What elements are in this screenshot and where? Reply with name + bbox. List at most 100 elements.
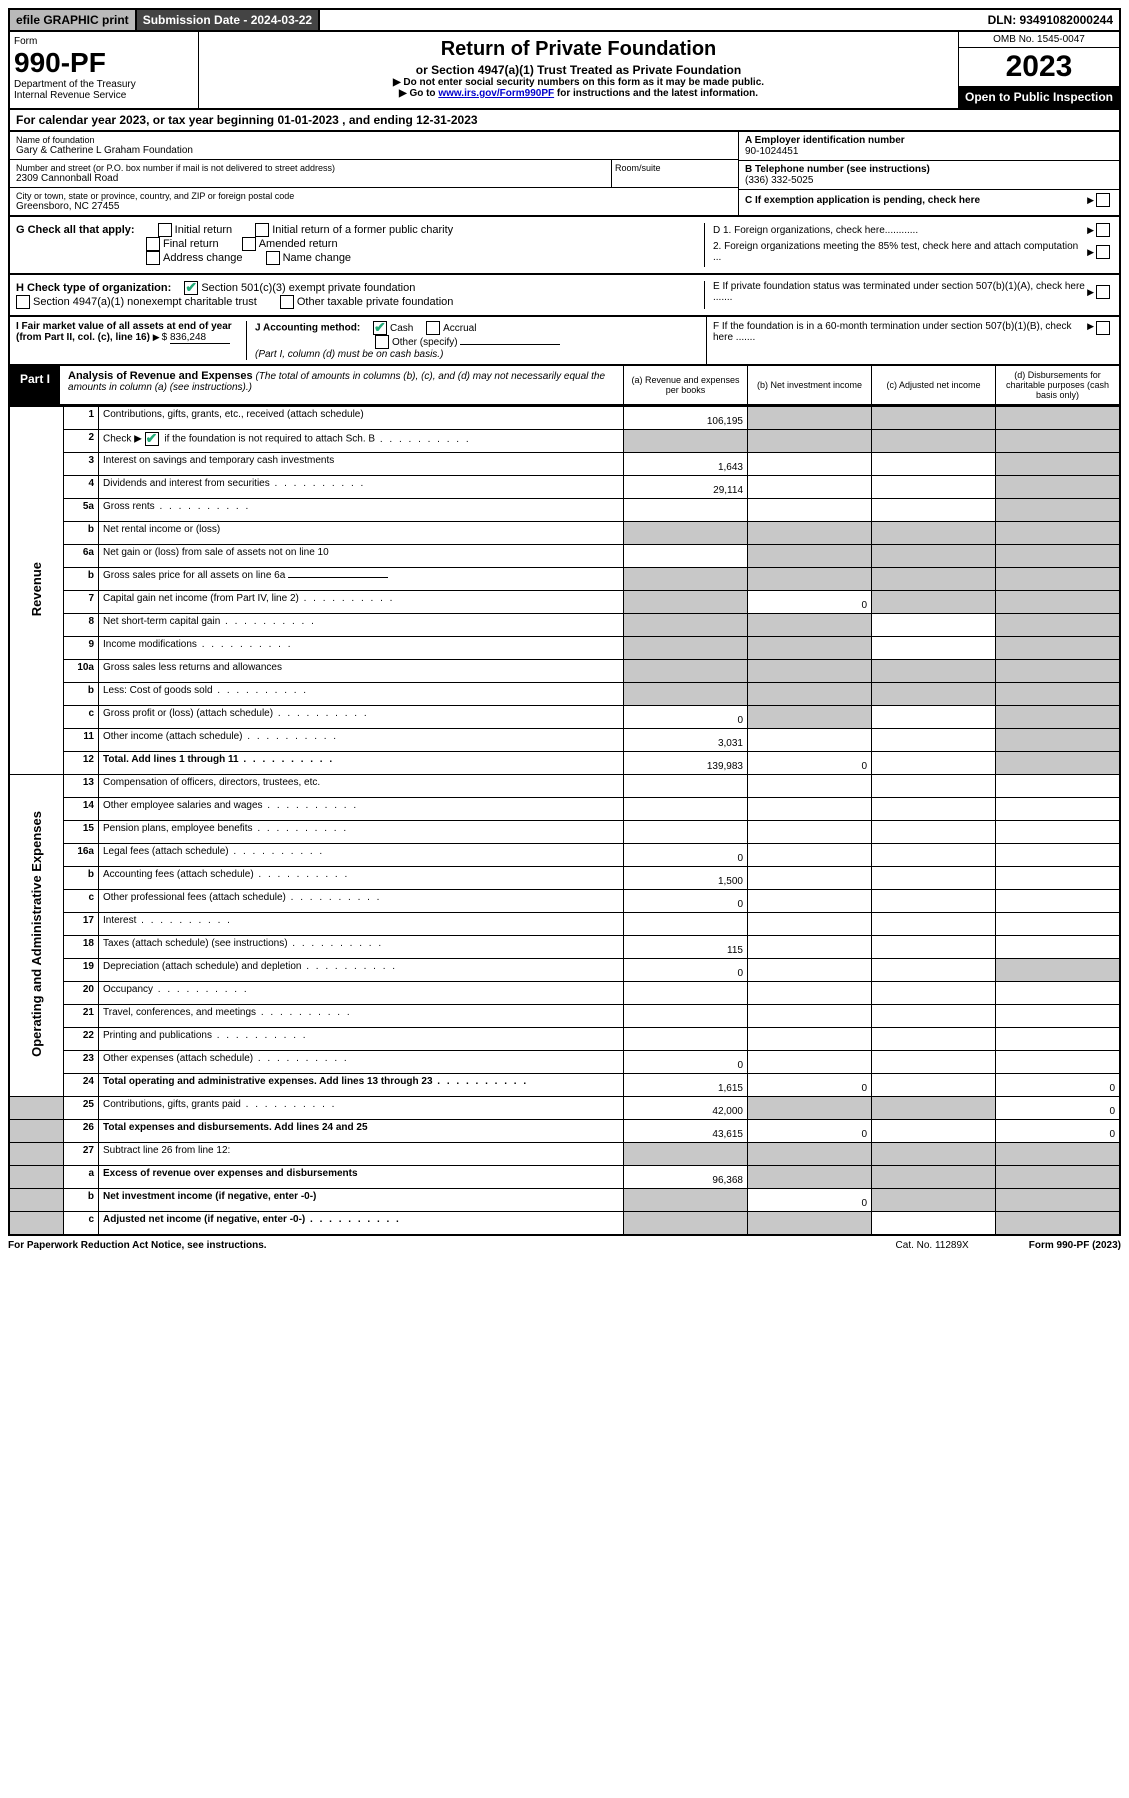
- table-row: 7Capital gain net income (from Part IV, …: [9, 591, 1120, 614]
- calendar-year-line: For calendar year 2023, or tax year begi…: [8, 110, 1121, 132]
- dln: DLN: 93491082000244: [982, 10, 1119, 30]
- table-row: 26Total expenses and disbursements. Add …: [9, 1120, 1120, 1143]
- revenue-side-label: Revenue: [29, 562, 44, 616]
- street-address: 2309 Cannonball Road: [16, 173, 605, 184]
- cb-amended-return[interactable]: [242, 237, 256, 251]
- instr-2: ▶ Go to www.irs.gov/Form990PF for instru…: [203, 88, 954, 99]
- cb-other-method[interactable]: [375, 335, 389, 349]
- header-mid: Return of Private Foundation or Section …: [199, 32, 958, 108]
- table-row: 20Occupancy: [9, 982, 1120, 1005]
- instr2-pre: ▶ Go to: [399, 88, 438, 99]
- g3-label: Final return: [163, 238, 219, 250]
- city-row: City or town, state or province, country…: [10, 188, 738, 215]
- table-row: 6aNet gain or (loss) from sale of assets…: [9, 545, 1120, 568]
- g2-label: Initial return of a former public charit…: [272, 224, 453, 236]
- table-row: cOther professional fees (attach schedul…: [9, 890, 1120, 913]
- phone-row: B Telephone number (see instructions) (3…: [739, 161, 1119, 190]
- cb-cash[interactable]: [373, 321, 387, 335]
- cb-initial-former[interactable]: [255, 223, 269, 237]
- cb-schb[interactable]: [145, 432, 159, 446]
- arrow-icon: [153, 332, 162, 343]
- form-number: 990-PF: [14, 47, 194, 79]
- check-section-h: H Check type of organization: Section 50…: [8, 275, 1121, 317]
- cb-other-taxable[interactable]: [280, 295, 294, 309]
- city-label: City or town, state or province, country…: [16, 191, 732, 201]
- table-row: 9Income modifications: [9, 637, 1120, 660]
- cb-name-change[interactable]: [266, 251, 280, 265]
- cat-no: Cat. No. 11289X: [896, 1240, 969, 1251]
- arrow-icon: [1087, 247, 1096, 258]
- phone-label: B Telephone number (see instructions): [745, 164, 930, 175]
- efile-label[interactable]: efile GRAPHIC print: [10, 10, 137, 30]
- col-b-head: (b) Net investment income: [747, 366, 871, 404]
- cb-accrual[interactable]: [426, 321, 440, 335]
- table-row: cGross profit or (loss) (attach schedule…: [9, 706, 1120, 729]
- g1-label: Initial return: [175, 224, 232, 236]
- ein-label: A Employer identification number: [745, 135, 905, 146]
- h1-label: Section 501(c)(3) exempt private foundat…: [201, 282, 415, 294]
- table-row: 2Check ▶ if the foundation is not requir…: [9, 430, 1120, 453]
- part1-title: Analysis of Revenue and Expenses: [68, 370, 253, 382]
- cb-d1[interactable]: [1096, 223, 1110, 237]
- g5-label: Address change: [163, 252, 243, 264]
- entity-info: Name of foundation Gary & Catherine L Gr…: [8, 132, 1121, 217]
- foundation-name: Gary & Catherine L Graham Foundation: [16, 145, 732, 156]
- top-bar: efile GRAPHIC print Submission Date - 20…: [8, 8, 1121, 32]
- cb-501c3[interactable]: [184, 281, 198, 295]
- form-footer: Form 990-PF (2023): [1029, 1240, 1121, 1251]
- e-label: E If private foundation status was termi…: [713, 281, 1087, 303]
- form-word: Form: [14, 36, 194, 47]
- omb-number: OMB No. 1545-0047: [959, 32, 1119, 48]
- g-label: G Check all that apply:: [16, 224, 135, 236]
- exemption-row: C If exemption application is pending, c…: [739, 190, 1119, 210]
- foundation-name-row: Name of foundation Gary & Catherine L Gr…: [10, 132, 738, 160]
- table-row: 15Pension plans, employee benefits: [9, 821, 1120, 844]
- table-row: 11Other income (attach schedule)3,031: [9, 729, 1120, 752]
- table-row: bLess: Cost of goods sold: [9, 683, 1120, 706]
- paperwork-notice: For Paperwork Reduction Act Notice, see …: [8, 1240, 267, 1251]
- submission-date: Submission Date - 2024-03-22: [137, 10, 320, 30]
- table-row: bNet investment income (if negative, ent…: [9, 1189, 1120, 1212]
- table-row: 16aLegal fees (attach schedule)0: [9, 844, 1120, 867]
- table-row: 21Travel, conferences, and meetings: [9, 1005, 1120, 1028]
- city-state-zip: Greensboro, NC 27455: [16, 201, 732, 212]
- table-row: 24Total operating and administrative exp…: [9, 1074, 1120, 1097]
- cb-address-change[interactable]: [146, 251, 160, 265]
- arrow-icon: [1087, 321, 1096, 343]
- cb-e[interactable]: [1096, 285, 1110, 299]
- table-row: 27Subtract line 26 from line 12:: [9, 1143, 1120, 1166]
- instr-1: ▶ Do not enter social security numbers o…: [203, 77, 954, 88]
- h-label: H Check type of organization:: [16, 282, 171, 294]
- addr-label: Number and street (or P.O. box number if…: [16, 163, 605, 173]
- cb-4947[interactable]: [16, 295, 30, 309]
- table-row: 18Taxes (attach schedule) (see instructi…: [9, 936, 1120, 959]
- cb-d2[interactable]: [1096, 245, 1110, 259]
- table-row: Revenue 1Contributions, gifts, grants, e…: [9, 407, 1120, 430]
- cb-initial-return[interactable]: [158, 223, 172, 237]
- exemption-label: C If exemption application is pending, c…: [745, 195, 1087, 206]
- form-title: Return of Private Foundation: [203, 38, 954, 61]
- cb-f[interactable]: [1096, 321, 1110, 335]
- table-row: 19Depreciation (attach schedule) and dep…: [9, 959, 1120, 982]
- d1-label: D 1. Foreign organizations, check here..…: [713, 225, 918, 236]
- table-row: Operating and Administrative Expenses 13…: [9, 775, 1120, 798]
- header-left: Form 990-PF Department of the Treasury I…: [10, 32, 199, 108]
- tax-year: 2023: [959, 48, 1119, 86]
- col-a-head: (a) Revenue and expenses per books: [623, 366, 747, 404]
- address-row: Number and street (or P.O. box number if…: [10, 160, 738, 188]
- g6-label: Name change: [283, 252, 352, 264]
- h2-label: Section 4947(a)(1) nonexempt charitable …: [33, 296, 257, 308]
- table-row: 23Other expenses (attach schedule)0: [9, 1051, 1120, 1074]
- j2-label: Accrual: [443, 323, 476, 334]
- exemption-checkbox[interactable]: [1096, 193, 1110, 207]
- section-ij: I Fair market value of all assets at end…: [8, 317, 1121, 366]
- irs-link[interactable]: www.irs.gov/Form990PF: [438, 88, 554, 99]
- table-row: 22Printing and publications: [9, 1028, 1120, 1051]
- table-row: bNet rental income or (loss): [9, 522, 1120, 545]
- part1-table: Revenue 1Contributions, gifts, grants, e…: [8, 406, 1121, 1236]
- table-row: 4Dividends and interest from securities2…: [9, 476, 1120, 499]
- part1-label: Part I: [10, 366, 60, 404]
- irs: Internal Revenue Service: [14, 90, 194, 101]
- j1-label: Cash: [390, 323, 413, 334]
- cb-final-return[interactable]: [146, 237, 160, 251]
